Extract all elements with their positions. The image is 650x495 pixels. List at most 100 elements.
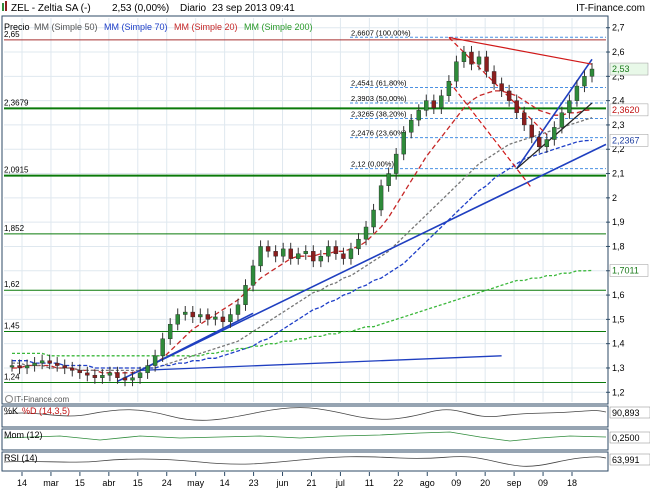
x-tick-label: 11 (365, 478, 374, 488)
trend-line-short (139, 312, 254, 372)
x-tick-label: 15 (133, 478, 143, 488)
axis-tick-label: 1,6 (612, 290, 625, 300)
brand-label: IT-Finance.com (576, 3, 645, 14)
candle-body (303, 251, 308, 254)
axis-tick-label: 1,3 (612, 363, 625, 373)
candle-body (363, 226, 369, 240)
candle-body (243, 285, 248, 305)
candle-body (589, 68, 595, 77)
axis-tick-label: 2,7 (612, 23, 625, 33)
price-candles (9, 45, 595, 387)
candle-body (296, 253, 301, 259)
fib-label: 2,3265 (38,20%) (351, 109, 407, 118)
candle-body (100, 375, 105, 378)
trend-lines (117, 36, 607, 383)
mom-value: 0,2500 (612, 433, 640, 443)
candle-body (17, 365, 22, 369)
watermark: IT-Finance.com (5, 395, 69, 404)
candle-body (522, 112, 527, 126)
chart-header: ZEL - Zeltia SA (-) 2,53 (0,00%) Diario … (0, 0, 650, 14)
candle-body (544, 139, 550, 148)
fib-label: 2,4541 (61,80%) (351, 78, 407, 87)
x-tick-label: 14 (220, 478, 230, 488)
resistance-line (448, 36, 593, 65)
x-tick-label: 15 (75, 478, 85, 488)
axis-tick-label: 2,2 (612, 144, 625, 154)
rsi-panel: RSI (14) 63,991 (1, 451, 650, 472)
channel-lower (448, 80, 533, 189)
candle-body (491, 71, 497, 84)
stoch-value: 90,893 (612, 408, 640, 418)
candle-body (424, 100, 429, 111)
candle-body (356, 238, 361, 250)
candle-body (145, 365, 150, 374)
period-label: Diario (180, 3, 207, 14)
x-tick-label: 24 (162, 478, 172, 488)
axis-tick-label: 2,4 (612, 96, 625, 106)
candle-body (220, 316, 226, 322)
x-tick-label: 18 (567, 478, 577, 488)
candle-body (371, 209, 376, 228)
momentum-panel: Mom (12) 0,2500 (1, 428, 650, 451)
value-tag-label: 2,3620 (612, 105, 640, 115)
support-label: 2,65 (4, 30, 20, 39)
rsi-value: 63,991 (612, 455, 640, 465)
candle-body (514, 100, 519, 113)
candle-body (288, 248, 293, 259)
watermark-text: IT-Finance.com (14, 395, 69, 404)
candle-body (461, 51, 467, 62)
value-tag (609, 62, 649, 76)
fib-label: 2,3903 (50,00%) (351, 94, 407, 103)
axis-tick-label: 1,9 (612, 217, 625, 227)
fib-label: 2,12 (0,00%) (351, 160, 394, 169)
x-tick-label: 09 (451, 478, 461, 488)
candle-body (24, 365, 30, 369)
support-levels: 2,65 2,3679 2,0915 1,852 1,62 1,45 1,24 (4, 30, 606, 384)
price-axis: 2,72,62,52,42,32,22,121,91,81,71,61,51,4… (606, 23, 625, 397)
value-tag-label: 2,2367 (612, 135, 640, 145)
fib-label: 2,6607 (100,00%) (351, 28, 411, 37)
candle-body (167, 324, 173, 340)
candle-body (484, 56, 489, 72)
axis-tick-label: 1,4 (612, 339, 625, 349)
candle-body (401, 132, 406, 155)
candle-body (122, 377, 128, 381)
axis-tick-label: 1,2 (612, 387, 625, 397)
ticker-title: ZEL - Zeltia SA (-) (11, 3, 91, 14)
price-grid (4, 18, 606, 402)
candle-body (198, 314, 203, 318)
axis-tick-label: 2,5 (612, 71, 625, 81)
rsi-label: RSI (14) (4, 453, 38, 463)
x-tick-label: 23 (249, 478, 259, 488)
candle-body (265, 246, 271, 252)
candle-body (280, 248, 286, 257)
mom-label: Mom (12) (4, 430, 43, 440)
candle-body (70, 367, 75, 371)
candle-body (469, 51, 474, 65)
axis-tick-label: 2,6 (612, 47, 625, 57)
candle-body (47, 360, 52, 364)
candle-body (190, 311, 195, 318)
x-tick-label: may (187, 478, 205, 488)
main-panel-frame (1, 15, 609, 405)
candle-body (476, 56, 482, 65)
legend-ma20: MM (Simple 20) (174, 22, 238, 32)
candle-body (506, 90, 512, 101)
fib-label: 2,2476 (23,60%) (351, 129, 407, 138)
value-tag (609, 134, 649, 147)
candle-body (326, 246, 331, 257)
candle-body (431, 100, 437, 109)
candle-body (537, 136, 542, 148)
legend-ma70: MM (Simple 70) (104, 22, 168, 32)
support-label: 1,852 (4, 224, 25, 233)
candle-body (318, 255, 324, 262)
candle-body (386, 173, 391, 186)
candle-body (32, 362, 37, 366)
last-value: 2,53 (0,00%) (112, 3, 169, 14)
candle-body (409, 119, 414, 133)
date-axis: 14 mar 15 abr 15 24 may 14 23 jun 21 jul 11 22 ago 09 20… (17, 472, 577, 488)
candle-body (348, 248, 354, 259)
candle-body (559, 112, 565, 128)
x-tick-label: ago (420, 478, 435, 488)
